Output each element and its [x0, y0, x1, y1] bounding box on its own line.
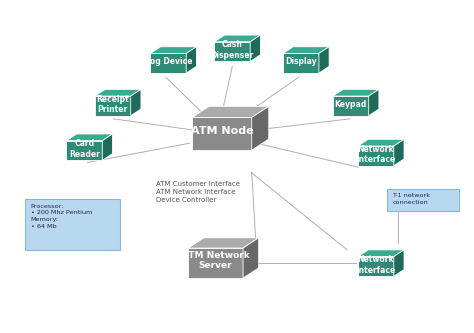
Text: ATM Customer Interface
ATM Network Interface
Device Controller: ATM Customer Interface ATM Network Inter… [156, 181, 240, 203]
Polygon shape [369, 89, 379, 116]
Text: preemptive: preemptive [183, 281, 225, 287]
Polygon shape [95, 89, 141, 96]
Text: Card
Reader: Card Reader [69, 139, 100, 159]
FancyBboxPatch shape [25, 199, 120, 250]
Polygon shape [188, 238, 259, 248]
Polygon shape [250, 35, 260, 62]
Polygon shape [131, 89, 141, 116]
Polygon shape [95, 96, 131, 116]
Polygon shape [150, 47, 196, 53]
Text: T-1 network
connection: T-1 network connection [392, 193, 430, 205]
Text: ATM Network
Server: ATM Network Server [182, 251, 249, 270]
Polygon shape [214, 35, 260, 42]
Polygon shape [358, 139, 404, 146]
Text: preemptive: preemptive [188, 157, 230, 163]
Polygon shape [150, 53, 186, 73]
Text: Receipt
Printer: Receipt Printer [96, 95, 129, 114]
Text: Log Device: Log Device [145, 57, 192, 66]
Text: Keypad: Keypad [335, 100, 367, 109]
Polygon shape [192, 106, 269, 118]
Polygon shape [358, 250, 404, 256]
Polygon shape [243, 238, 259, 278]
Polygon shape [66, 134, 112, 141]
Polygon shape [186, 47, 196, 73]
Text: Processor:
• 200 Mhz Pentium
Memory:
• 64 Mb: Processor: • 200 Mhz Pentium Memory: • 6… [31, 204, 92, 228]
FancyBboxPatch shape [387, 189, 459, 211]
Polygon shape [102, 134, 112, 161]
Polygon shape [319, 47, 329, 73]
Text: Network
interface: Network interface [356, 145, 395, 164]
Text: ATM Node: ATM Node [191, 126, 253, 136]
Polygon shape [66, 141, 102, 161]
Polygon shape [358, 146, 394, 166]
Text: Display: Display [285, 57, 317, 66]
Text: Network
interface: Network interface [356, 255, 395, 274]
Polygon shape [252, 106, 269, 150]
Polygon shape [358, 256, 394, 276]
Polygon shape [333, 96, 369, 116]
Polygon shape [192, 118, 252, 150]
Polygon shape [394, 139, 404, 166]
Polygon shape [283, 47, 329, 53]
Polygon shape [333, 89, 379, 96]
Text: Cash
Dispenser: Cash Dispenser [210, 40, 254, 60]
Polygon shape [394, 250, 404, 276]
Polygon shape [214, 42, 250, 62]
Polygon shape [283, 53, 319, 73]
Polygon shape [188, 248, 243, 278]
